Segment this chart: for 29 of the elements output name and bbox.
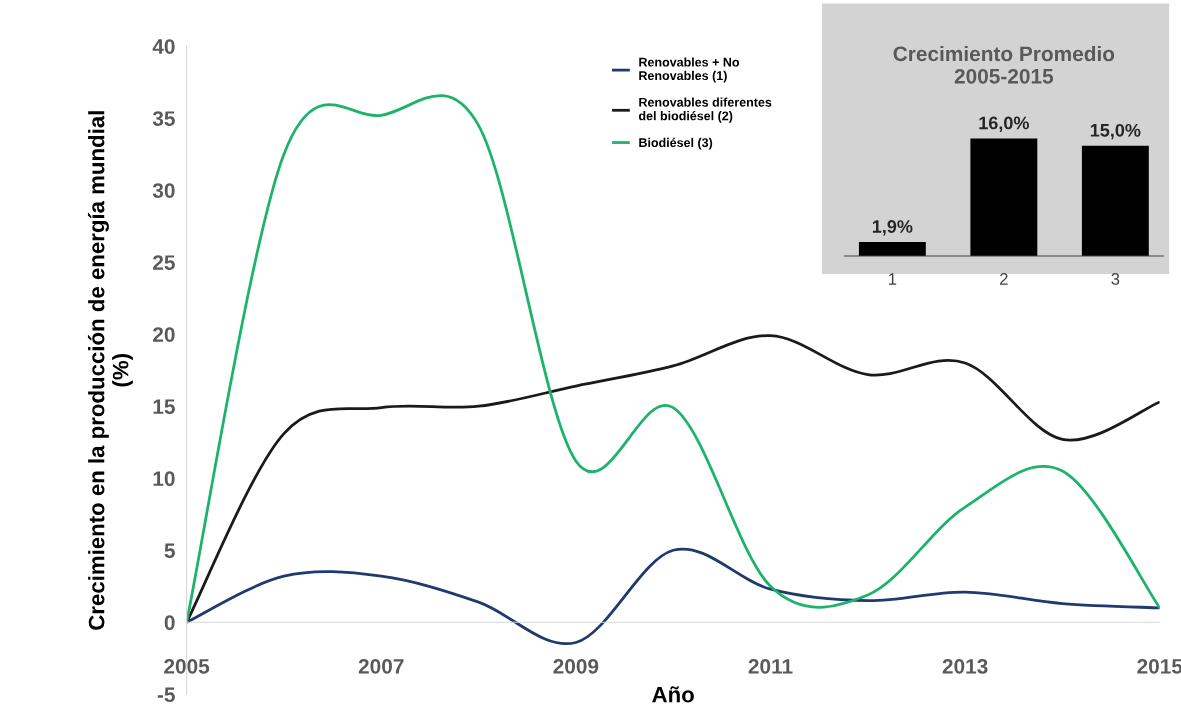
x-tick-label: 2007	[358, 658, 404, 674]
data-label: 16,0%	[979, 116, 1029, 132]
x-tick-label: 2009	[553, 658, 599, 674]
data-label: 1,9%	[872, 220, 913, 236]
x-tick-label: 3	[1111, 273, 1120, 285]
line-series	[186, 547, 1160, 645]
legend-label: Renovables diferentes del biodiésel (2)	[638, 97, 772, 123]
y-tick-label: -5	[157, 687, 175, 703]
y-tick-label: 20	[153, 327, 175, 342]
x-tick-label: 2005	[164, 658, 210, 674]
line-series	[186, 334, 1160, 624]
y-tick-label: 30	[152, 183, 175, 198]
data-label: 15,0%	[1090, 123, 1141, 140]
x-tick-label: 2013	[942, 658, 988, 674]
y-tick-label: 35	[152, 111, 175, 126]
y-tick-label: 25	[153, 255, 175, 270]
legend-label: Renovables + No Renovables (1)	[639, 57, 740, 83]
y-tick-label: 10	[153, 471, 175, 487]
y-tick-label: 0	[164, 615, 175, 631]
x-tick-label: 1	[888, 273, 897, 285]
x-axis-title: Año	[652, 686, 694, 703]
x-tick-label: 2	[1000, 273, 1008, 285]
x-tick-label: 2011	[748, 658, 793, 674]
y-tick-label: 15	[153, 399, 175, 414]
y-tick-label: 5	[164, 543, 175, 559]
y-tick-label: 40	[152, 39, 175, 54]
chart-title: Crecimiento Promedio 2005-2015	[893, 45, 1115, 84]
legend-label: Biodiésel (3)	[639, 137, 713, 150]
y-axis-title: Crecimiento en la producción de energía mundial (%)	[87, 111, 133, 630]
